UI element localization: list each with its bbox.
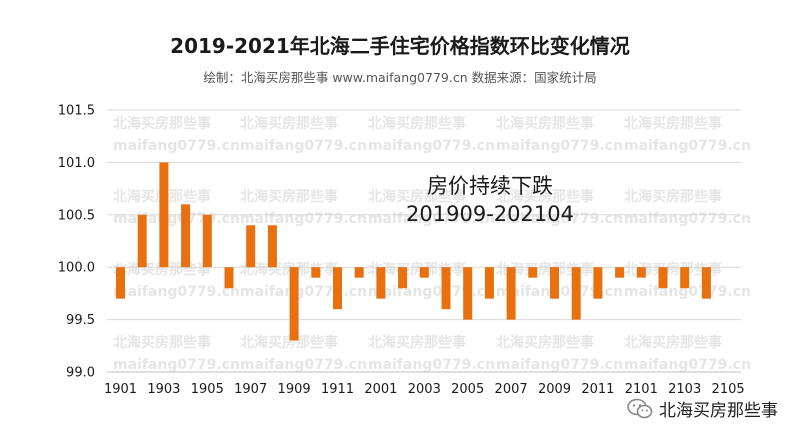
annotation-line-2: 201909-202104 bbox=[406, 202, 574, 226]
bar bbox=[398, 267, 408, 289]
watermark-text: 北海买房那些事 bbox=[624, 188, 722, 205]
watermark-text: 北海买房那些事 bbox=[368, 334, 466, 351]
brand-label: 北海买房那些事 bbox=[659, 401, 778, 421]
x-tick-label: 1909 bbox=[278, 382, 311, 397]
watermark-text: 北海买房那些事 bbox=[496, 115, 594, 132]
watermark-text: 北海买房那些事 bbox=[113, 334, 211, 351]
watermark: 北海买房那些事maifang0779.cn北海买房那些事maifang0779.… bbox=[113, 115, 751, 373]
x-tick-label: 2001 bbox=[364, 382, 397, 397]
bar bbox=[246, 225, 256, 268]
watermark-text: maifang0779.cn bbox=[624, 357, 751, 373]
chart-title: 2019-2021年北海二手住宅价格指数环比变化情况 bbox=[170, 34, 630, 58]
x-tick-label: 2105 bbox=[712, 382, 745, 397]
bar bbox=[376, 267, 386, 299]
bar bbox=[615, 267, 625, 278]
watermark-text: maifang0779.cn bbox=[113, 284, 240, 300]
x-tick-label: 2007 bbox=[495, 382, 528, 397]
bar bbox=[506, 267, 516, 320]
watermark-text: maifang0779.cn bbox=[113, 211, 240, 227]
bar bbox=[267, 225, 277, 268]
watermark-text: maifang0779.cn bbox=[496, 357, 623, 373]
watermark-text: maifang0779.cn bbox=[624, 284, 751, 300]
watermark-text: maifang0779.cn bbox=[368, 211, 495, 227]
wechat-brand: 北海买房那些事 bbox=[627, 396, 778, 421]
bar bbox=[484, 267, 494, 299]
bar bbox=[571, 267, 581, 320]
watermark-text: maifang0779.cn bbox=[240, 357, 367, 373]
bar bbox=[181, 204, 191, 268]
bar bbox=[354, 267, 364, 278]
x-tick-label: 2009 bbox=[538, 382, 571, 397]
annotation-line-1: 房价持续下跌 bbox=[427, 174, 553, 198]
bar bbox=[636, 267, 646, 278]
x-tick-label: 2003 bbox=[408, 382, 441, 397]
bar bbox=[658, 267, 668, 289]
y-tick-label: 99.5 bbox=[66, 313, 95, 328]
x-tick-label: 2011 bbox=[581, 382, 614, 397]
watermark-text: maifang0779.cn bbox=[496, 138, 623, 154]
y-tick-label: 99.0 bbox=[66, 366, 95, 381]
watermark-text: maifang0779.cn bbox=[368, 357, 495, 373]
y-tick-label: 101.5 bbox=[58, 104, 95, 119]
watermark-text: maifang0779.cn bbox=[240, 211, 367, 227]
bar bbox=[550, 267, 559, 299]
watermark-text: maifang0779.cn bbox=[624, 211, 751, 227]
x-tick-label: 1911 bbox=[321, 382, 354, 397]
x-tick-label: 1901 bbox=[104, 382, 137, 397]
bar bbox=[701, 267, 711, 299]
watermark-text: 北海买房那些事 bbox=[496, 334, 594, 351]
y-tick-label: 100.0 bbox=[58, 261, 95, 276]
y-tick-label: 100.5 bbox=[58, 208, 95, 223]
x-tick-label: 1903 bbox=[147, 382, 180, 397]
bar bbox=[419, 267, 429, 278]
watermark-text: maifang0779.cn bbox=[113, 357, 240, 373]
watermark-text: maifang0779.cn bbox=[368, 284, 495, 300]
x-tick-label: 2101 bbox=[625, 382, 658, 397]
watermark-text: maifang0779.cn bbox=[368, 138, 495, 154]
x-tick-label: 2005 bbox=[451, 382, 484, 397]
wechat-icon bbox=[627, 398, 653, 418]
watermark-text: maifang0779.cn bbox=[240, 138, 367, 154]
bar bbox=[311, 267, 321, 278]
watermark-text: maifang0779.cn bbox=[496, 211, 623, 227]
watermark-text: 北海买房那些事 bbox=[240, 334, 338, 351]
bar bbox=[289, 267, 299, 341]
watermark-text: 北海买房那些事 bbox=[240, 115, 338, 132]
chart-subtitle: 绘制：北海买房那些事 www.maifang0779.cn 数据来源：国家统计局 bbox=[203, 70, 597, 85]
watermark-text: 北海买房那些事 bbox=[496, 188, 594, 205]
x-tick-label: 1905 bbox=[191, 382, 224, 397]
watermark-text: 北海买房那些事 bbox=[496, 261, 594, 278]
x-tick-label: 2103 bbox=[668, 382, 701, 397]
watermark-text: maifang0779.cn bbox=[624, 138, 751, 154]
watermark-text: 北海买房那些事 bbox=[368, 115, 466, 132]
bar bbox=[202, 214, 212, 268]
y-tick-label: 101.0 bbox=[58, 156, 95, 171]
bar bbox=[463, 267, 473, 320]
watermark-text: 北海买房那些事 bbox=[368, 188, 466, 205]
bar bbox=[333, 267, 342, 310]
bar bbox=[528, 267, 538, 278]
watermark-text: 北海买房那些事 bbox=[240, 188, 338, 205]
watermark-text: 北海买房那些事 bbox=[624, 261, 722, 278]
watermark-text: maifang0779.cn bbox=[113, 138, 240, 154]
watermark-text: maifang0779.cn bbox=[240, 284, 367, 300]
bar bbox=[224, 267, 234, 289]
bar bbox=[441, 267, 451, 310]
watermark-text: 北海买房那些事 bbox=[624, 334, 722, 351]
bar bbox=[116, 267, 125, 299]
watermark-text: 北海买房那些事 bbox=[113, 115, 211, 132]
bar bbox=[593, 267, 603, 299]
bar bbox=[137, 214, 147, 268]
bar bbox=[680, 267, 690, 289]
watermark-text: 北海买房那些事 bbox=[624, 115, 722, 132]
watermark-text: maifang0779.cn bbox=[496, 284, 623, 300]
x-tick-label: 1907 bbox=[234, 382, 267, 397]
bar bbox=[159, 162, 169, 268]
